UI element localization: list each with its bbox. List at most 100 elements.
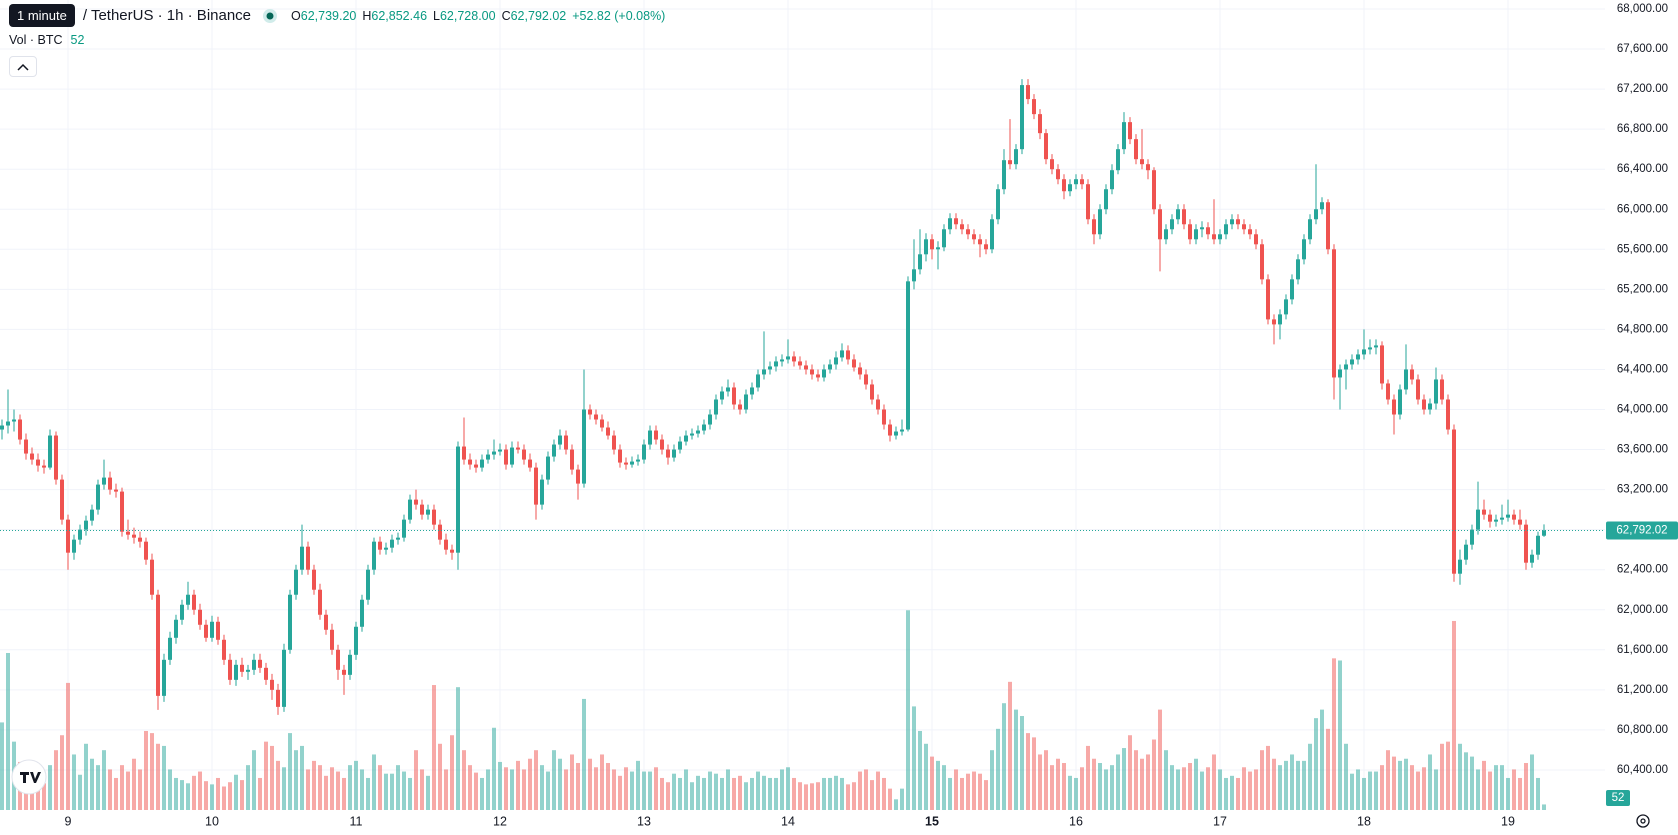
volume-bar [162,745,166,810]
candle-body [1332,249,1336,378]
volume-bar [900,788,904,810]
volume-bar [1542,804,1546,810]
volume-bar [756,771,760,810]
candle-body [366,569,370,600]
candle-body [486,454,490,460]
volume-bar [996,728,1000,810]
candle-body [540,479,544,505]
volume-bar [108,769,112,810]
candle-body [1458,559,1462,574]
candle-body [108,477,112,490]
volume-bar [1506,777,1510,810]
volume-bar [972,771,976,810]
volume-bar [78,774,82,810]
volume-bar [1374,771,1378,810]
x-tick-label: 16 [1069,814,1083,828]
volume-value: 52 [70,33,85,47]
candle-body [600,419,604,428]
candle-body [96,484,100,510]
candle-body [942,229,946,248]
candle-body [378,541,382,550]
candle-body [1338,369,1342,378]
candle-body [1266,279,1270,320]
volume-bar [444,769,448,810]
candle-body [1488,514,1492,522]
volume-bar [846,784,850,810]
candle-body [882,409,886,425]
candle-body [1056,169,1060,180]
volume-bar [228,782,232,810]
volume-bar [180,780,184,810]
volume-bar [210,784,214,810]
candle-body [234,664,238,680]
candle-body [1110,170,1114,190]
volume-bar [1284,760,1288,810]
candle-body [84,520,88,530]
volume-bar [1104,769,1108,810]
volume-bar [288,733,292,810]
candle-body [696,430,700,434]
volume-bar [1338,660,1342,810]
logo[interactable] [11,759,47,795]
candle-body [810,369,814,375]
candle-body [42,465,46,468]
candle-body [1020,85,1024,150]
status-dot [263,8,278,23]
candle-body [900,429,904,432]
candle-body [1200,227,1204,230]
candle-body [60,479,64,520]
candle-body [468,459,472,465]
volume-bar [150,733,154,810]
candle-body [1128,122,1132,140]
volume-bar [822,777,826,810]
candle-body [78,529,82,540]
symbol[interactable]: / TetherUS · 1h · Binance [82,7,252,24]
volume-bar [342,777,346,810]
volume-bar [438,743,442,810]
volume-bar [528,758,532,810]
y-tick-label: 63,600.00 [1617,444,1668,456]
candle-body [144,541,148,560]
volume-bar [402,771,406,810]
volume-bar [936,760,940,810]
candle-body [954,218,958,225]
y-tick-label: 65,200.00 [1617,283,1668,295]
volume-bar [588,758,592,810]
candle-body [1440,379,1444,400]
candle-body [1308,219,1312,240]
volume-bar [858,771,862,810]
candle-body [384,547,388,550]
candle-body [666,449,670,458]
candle-body [1320,202,1324,210]
candle-body [984,244,988,250]
candle-body [1542,530,1546,536]
volume-bar [1440,743,1444,810]
candle-body [1254,234,1258,245]
candle-body [432,509,436,525]
x-tick-label: 10 [205,814,219,828]
candle-body [498,449,502,452]
volume-bar [1410,765,1414,810]
volume-bar [1056,758,1060,810]
settings-icon[interactable] [1634,812,1652,830]
volume-bar [762,775,766,810]
y-tick-label: 64,000.00 [1617,404,1668,416]
volume-bar [510,769,514,810]
candle-body [1374,345,1378,348]
candle-body [336,649,340,670]
collapse-button[interactable] [9,56,37,77]
y-tick-label: 62,400.00 [1617,564,1668,576]
volume-bar [72,754,76,810]
volume-bar [1014,709,1018,810]
candle-body [408,499,412,520]
volume-bar [1368,771,1372,810]
volume-bar [480,777,484,810]
candle-body [12,419,16,422]
volume-bar [1464,752,1468,810]
volume-bar [312,760,316,810]
volume-bar [1200,771,1204,810]
volume-bar [1026,733,1030,810]
volume-bar [1434,769,1438,810]
volume-bar [318,765,322,810]
volume-bar [1242,767,1246,810]
